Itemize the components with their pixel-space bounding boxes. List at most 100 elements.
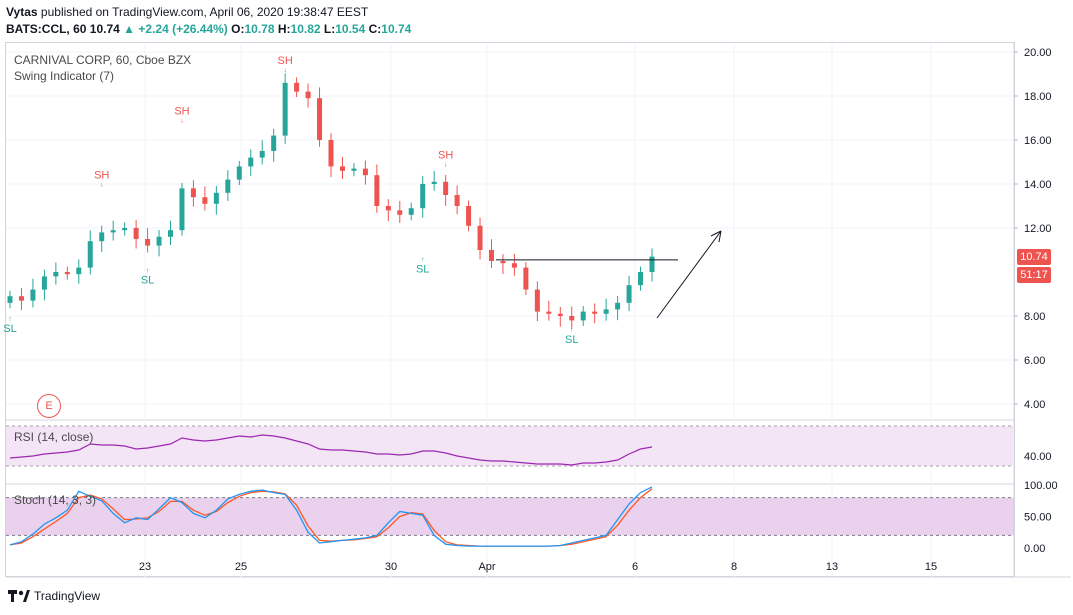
candle — [294, 77, 300, 98]
candle — [328, 133, 334, 178]
close-value: 10.74 — [381, 22, 412, 36]
stoch-k-line — [9, 486, 653, 547]
candle — [454, 185, 460, 215]
candle — [41, 269, 47, 301]
price-tick-label: 14.00 — [1024, 179, 1052, 191]
legend-title: CARNIVAL CORP, 60, Cboe BZX — [14, 53, 192, 67]
candle-body — [87, 241, 93, 268]
candle — [385, 199, 391, 222]
candle-body — [30, 289, 36, 301]
candle-body — [259, 151, 265, 158]
candle-body — [133, 228, 139, 239]
candle-body — [638, 272, 644, 286]
candle-body — [41, 276, 47, 290]
candle-body — [523, 267, 529, 290]
time-tick-label: 25 — [235, 561, 247, 573]
candle — [30, 278, 36, 308]
change-value: +2.24 (+26.44%) — [138, 22, 228, 36]
candle-body — [317, 98, 323, 140]
candle — [466, 200, 472, 232]
tradingview-logo-icon — [8, 590, 30, 602]
candle-body — [466, 206, 472, 226]
low-label: L: — [323, 22, 336, 36]
candle — [18, 288, 24, 311]
candle-body — [179, 188, 185, 231]
candle — [339, 156, 345, 179]
publish-header: Vytas published on TradingView.com, Apri… — [6, 5, 368, 19]
candle — [236, 160, 242, 186]
candle — [156, 229, 162, 257]
candle-body — [374, 175, 380, 206]
candle — [305, 83, 311, 108]
candle — [122, 222, 128, 236]
candle-body — [580, 311, 586, 321]
candle — [511, 253, 517, 276]
candles-layer — [7, 73, 655, 329]
candle — [523, 262, 529, 296]
candle — [64, 266, 70, 280]
candle-body — [362, 168, 368, 176]
candle — [477, 217, 483, 260]
stoch-tick-label: 50.00 — [1024, 512, 1052, 524]
close-label: C: — [368, 22, 382, 36]
candle-body — [351, 168, 357, 171]
candle-body — [420, 184, 426, 209]
candle — [546, 300, 552, 321]
stoch-tick-label: 0.00 — [1024, 543, 1045, 555]
arrowhead-icon — [710, 230, 722, 243]
swing-low-label: SL — [416, 263, 429, 275]
candle-body — [626, 285, 632, 303]
footer-brand[interactable]: TradingView — [8, 589, 100, 603]
last-price: 10.74 — [89, 22, 120, 36]
candle — [225, 170, 231, 201]
candle — [626, 275, 632, 311]
candle — [145, 228, 151, 253]
candle-body — [213, 192, 219, 204]
candle-body — [271, 135, 277, 151]
earnings-badge-icon[interactable]: E — [37, 394, 61, 418]
candle-body — [649, 256, 655, 272]
candle — [431, 171, 437, 191]
stoch-band — [6, 497, 1014, 536]
author-name: Vytas — [6, 5, 38, 19]
candle-body — [385, 206, 391, 211]
candle-body — [236, 166, 242, 180]
candle-body — [99, 232, 105, 242]
candle-body — [7, 296, 13, 303]
candle — [76, 259, 82, 284]
candle — [99, 225, 105, 252]
candle-body — [397, 210, 403, 215]
candle-body — [76, 267, 82, 275]
up-arrow-icon: ▲ — [123, 22, 136, 36]
candle — [259, 140, 265, 165]
candle-body — [328, 140, 334, 167]
candle-body — [64, 272, 70, 275]
candle-body — [202, 197, 208, 204]
candle-body — [511, 263, 517, 268]
price-tick-label: 16.00 — [1024, 135, 1052, 147]
candle — [362, 160, 368, 185]
candle — [179, 182, 185, 236]
legend-indicator: Swing Indicator (7) — [14, 69, 115, 83]
candle — [110, 220, 116, 241]
candle-body — [339, 166, 345, 171]
candle-body — [489, 250, 494, 261]
swing-arrow-icon: ↓ — [180, 118, 184, 125]
candle-body — [546, 311, 552, 314]
candle — [282, 73, 288, 144]
candle — [317, 87, 323, 147]
candle-body — [592, 311, 598, 314]
candle — [190, 180, 196, 207]
price-tick-label: 8.00 — [1024, 311, 1045, 323]
swing-arrow-icon: ↑ — [570, 327, 574, 334]
main-legend[interactable]: CARNIVAL CORP, 60, Cboe BZX Swing Indica… — [14, 53, 191, 85]
candle-body — [431, 181, 437, 184]
candle — [603, 298, 609, 321]
stoch-legend[interactable]: Stoch (14, 3, 3) — [14, 493, 97, 507]
candle-body — [168, 230, 173, 237]
candle — [500, 254, 506, 274]
rsi-legend[interactable]: RSI (14, close) — [14, 430, 94, 444]
candle — [420, 175, 426, 218]
candle — [569, 306, 575, 329]
